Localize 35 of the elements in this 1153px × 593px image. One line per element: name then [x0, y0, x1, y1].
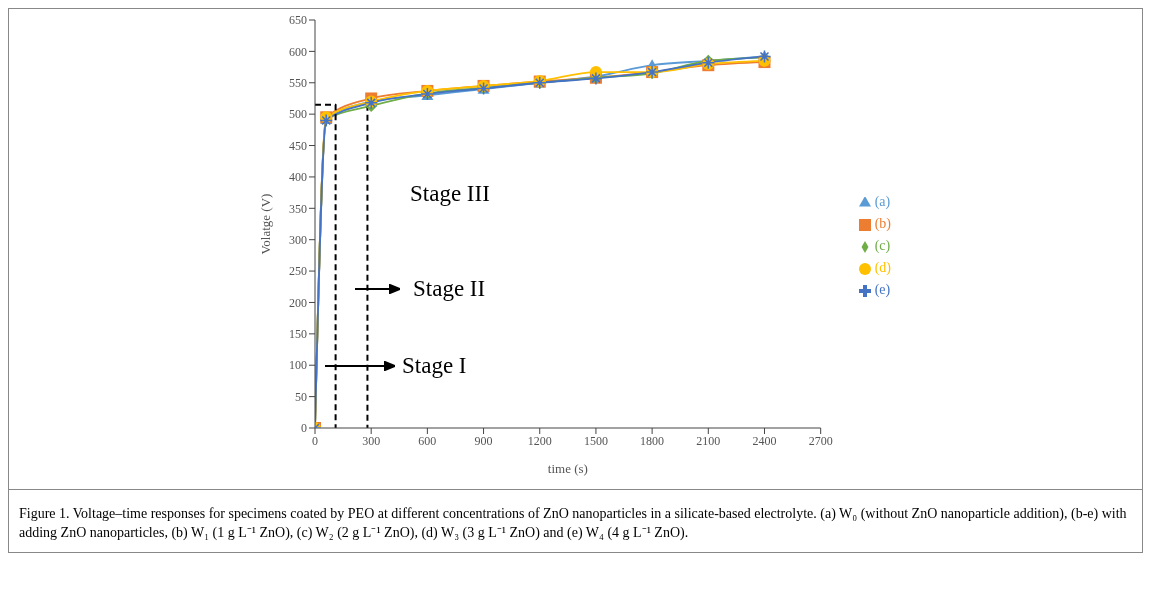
legend-label: (b) [874, 216, 891, 231]
caption: Figure 1. Voltage–time responses for specimens coated by PEO at different concentrations of ZnO nanoparticles in a silicate-based electrolyte. (a) W₀ (without ZnO nanoparticle addition), (b-e) with adding ZnO nanoparticles, (b) W₁ (1 g L⁻¹ ZnO), (c) W₂ (2 g L⁻¹ ZnO), (d) W₃ (3 g L⁻¹ ZnO) and (e) W₄ (4 g L⁻¹ ZnO). [19, 505, 1128, 542]
x-tick-label: 1200 [527, 433, 552, 448]
annotation: Stage III [410, 181, 490, 207]
legend-label: (a) [874, 194, 891, 209]
y-tick-label: 200 [289, 295, 307, 310]
y-tick-label: 100 [289, 358, 307, 373]
x-tick-label: 2400 [752, 433, 777, 448]
y-tick-label: 50 [295, 389, 307, 404]
x-tick-label: 300 [362, 433, 381, 448]
x-tick-label: 1500 [583, 433, 608, 448]
y-tick-label: 600 [289, 44, 307, 59]
x-tick-label: 600 [418, 433, 437, 448]
legend-label: (c) [874, 238, 891, 253]
x-tick-label: 2100 [696, 433, 721, 448]
x-tick-label: 0 [312, 433, 318, 448]
y-axis-title: Volatge (V) [257, 193, 273, 255]
y-tick-label: 450 [289, 138, 307, 153]
y-tick-label: 400 [289, 170, 307, 185]
annotation: Stage II [413, 276, 486, 302]
x-tick-label: 900 [474, 433, 493, 448]
y-tick-label: 650 [289, 13, 307, 28]
legend-label: (e) [874, 282, 891, 297]
y-tick-label: 150 [289, 327, 307, 342]
y-tick-label: 0 [301, 421, 307, 436]
x-axis-title: time (s) [547, 461, 588, 476]
x-tick-label: 1800 [640, 433, 665, 448]
y-tick-label: 250 [289, 264, 307, 279]
legend-label: (d) [874, 260, 891, 275]
y-tick-label: 500 [289, 107, 307, 122]
y-tick-label: 350 [289, 201, 307, 216]
y-tick-label: 300 [289, 232, 307, 247]
x-tick-label: 2700 [808, 433, 833, 448]
y-tick-label: 550 [289, 76, 307, 91]
annotation: Stage I [402, 353, 467, 379]
